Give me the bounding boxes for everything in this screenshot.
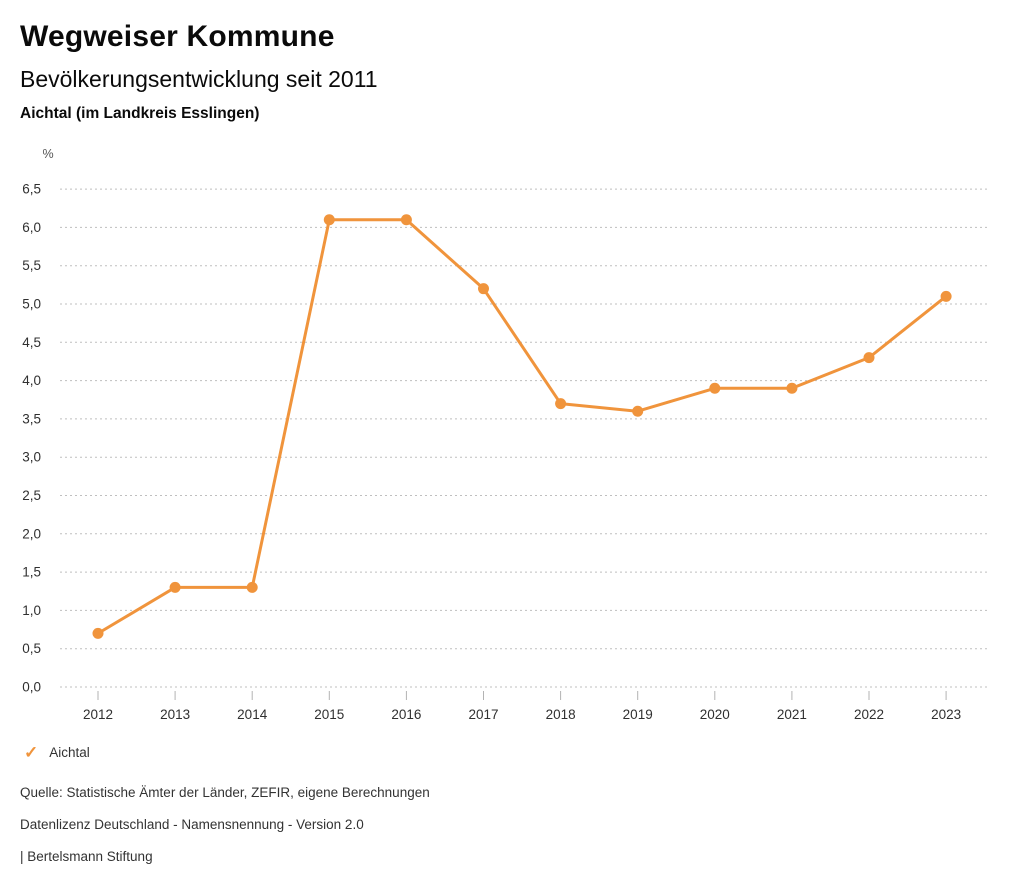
source-text: Quelle: Statistische Ämter der Länder, Z… bbox=[20, 785, 430, 800]
y-axis-tick-label: 1,5 bbox=[22, 565, 41, 580]
data-point-2015[interactable] bbox=[323, 214, 335, 226]
y-axis-tick-label: 2,0 bbox=[22, 526, 41, 541]
x-axis-tick-label: 2021 bbox=[777, 707, 807, 722]
x-axis-tick-label: 2015 bbox=[314, 707, 344, 722]
data-point-2017[interactable] bbox=[478, 283, 489, 295]
chart-area: % 0,0 0,5 1,0 1,5 2,0 2,5 3,0 3,5 4,0 4,5 5,0 5,5 6,0… bbox=[0, 140, 1024, 732]
legend-label: Aichtal bbox=[49, 745, 90, 760]
attribution-text: | Bertelsmann Stiftung bbox=[20, 849, 153, 864]
x-axis-tick-label: 2017 bbox=[468, 707, 498, 722]
region-label: Aichtal (im Landkreis Esslingen) bbox=[20, 105, 260, 122]
x-axis-tick-label: 2020 bbox=[700, 707, 730, 722]
x-axis-tick-label: 2022 bbox=[854, 707, 884, 722]
x-axis-tick-label: 2018 bbox=[546, 707, 576, 722]
license-text: Datenlizenz Deutschland - Namensnennung … bbox=[20, 817, 364, 832]
x-axis-tick-label: 2023 bbox=[931, 707, 961, 722]
x-axis-tick-label: 2019 bbox=[623, 707, 653, 722]
y-axis-tick-label: 2,5 bbox=[22, 488, 41, 503]
x-axis-tick-label: 2012 bbox=[83, 707, 113, 722]
series-line-aichtal bbox=[96, 218, 948, 635]
data-point-2020[interactable] bbox=[709, 382, 721, 394]
data-point-2021[interactable] bbox=[786, 382, 798, 394]
y-axis-tick-label: 3,0 bbox=[22, 450, 41, 465]
data-point-2014[interactable] bbox=[246, 581, 258, 593]
data-point-2022[interactable] bbox=[863, 352, 875, 364]
chart-subtitle: Bevölkerungsentwicklung seit 2011 bbox=[20, 66, 378, 92]
y-axis-tick-label: 5,0 bbox=[22, 297, 41, 312]
legend-check-icon: ✓ bbox=[24, 743, 39, 762]
y-axis-tick-label: 4,5 bbox=[22, 335, 41, 350]
x-axis-tick-label: 2013 bbox=[160, 707, 190, 722]
legend-item-aichtal[interactable]: ✓ Aichtal bbox=[24, 744, 90, 761]
x-axis-tick-label: 2014 bbox=[237, 707, 268, 722]
y-axis-tick-label: 3,5 bbox=[22, 411, 41, 426]
data-point-2016[interactable] bbox=[400, 214, 412, 226]
page-title: Wegweiser Kommune bbox=[20, 20, 335, 53]
data-point-2013[interactable] bbox=[169, 581, 181, 593]
data-point-2023[interactable] bbox=[940, 290, 952, 302]
footer: Quelle: Statistische Ämter der Länder, Z… bbox=[20, 786, 430, 882]
y-axis-tick-label: 4,0 bbox=[22, 373, 41, 388]
y-axis-tick-label: 1,0 bbox=[22, 603, 41, 618]
y-axis-tick-label: 6,5 bbox=[22, 182, 41, 197]
data-point-2012[interactable] bbox=[92, 627, 104, 639]
y-axis-tick-label: 6,0 bbox=[22, 220, 41, 235]
population-line-chart: % 0,0 0,5 1,0 1,5 2,0 2,5 3,0 3,5 4,0 4,5 5,0 5,5 6,0… bbox=[22, 147, 990, 722]
data-point-2019[interactable] bbox=[632, 405, 644, 417]
y-axis-tick-label: 0,0 bbox=[22, 680, 41, 695]
data-point-2018[interactable] bbox=[555, 398, 567, 410]
y-axis-unit-label: % bbox=[42, 147, 53, 161]
y-axis-tick-label: 0,5 bbox=[22, 641, 41, 656]
x-axis-tick-label: 2016 bbox=[391, 707, 421, 722]
y-axis-tick-label: 5,5 bbox=[22, 258, 41, 273]
